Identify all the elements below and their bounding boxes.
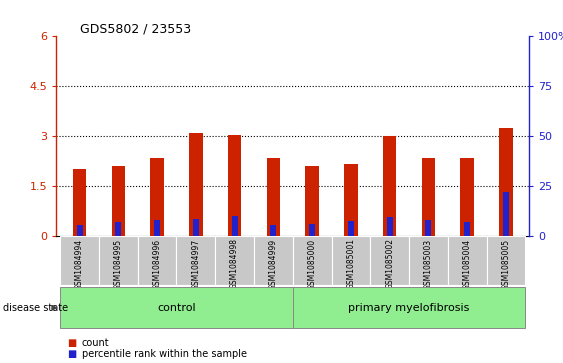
Bar xyxy=(370,236,409,285)
Bar xyxy=(503,192,509,236)
Text: GSM1084994: GSM1084994 xyxy=(75,238,84,290)
Bar xyxy=(464,222,470,236)
Bar xyxy=(332,236,370,285)
Bar xyxy=(254,236,293,285)
Bar xyxy=(344,164,358,236)
Bar xyxy=(293,287,525,328)
Text: percentile rank within the sample: percentile rank within the sample xyxy=(82,349,247,359)
Bar xyxy=(461,158,474,236)
Text: GSM1085005: GSM1085005 xyxy=(502,238,511,290)
Bar xyxy=(228,135,242,236)
Text: GSM1084999: GSM1084999 xyxy=(269,238,278,290)
Text: GSM1085002: GSM1085002 xyxy=(385,238,394,289)
Bar xyxy=(383,136,396,236)
Text: control: control xyxy=(157,303,196,313)
Bar xyxy=(60,287,293,328)
Bar xyxy=(309,224,315,236)
Bar xyxy=(154,220,160,236)
Bar xyxy=(293,236,332,285)
Bar xyxy=(215,236,254,285)
Text: GSM1084996: GSM1084996 xyxy=(153,238,162,290)
Text: primary myelofibrosis: primary myelofibrosis xyxy=(348,303,470,313)
Bar xyxy=(115,222,122,236)
Bar xyxy=(231,216,238,236)
Bar xyxy=(111,166,125,236)
Bar xyxy=(305,166,319,236)
Bar xyxy=(150,158,164,236)
Text: disease state: disease state xyxy=(3,303,68,313)
Bar xyxy=(193,219,199,236)
Text: ■: ■ xyxy=(68,338,77,348)
Bar xyxy=(499,128,513,236)
Text: GSM1084998: GSM1084998 xyxy=(230,238,239,289)
Text: GSM1085000: GSM1085000 xyxy=(307,238,316,290)
Text: ■: ■ xyxy=(68,349,77,359)
Bar xyxy=(60,236,99,285)
Text: GSM1084995: GSM1084995 xyxy=(114,238,123,290)
Bar xyxy=(409,236,448,285)
Bar xyxy=(99,236,138,285)
Bar xyxy=(267,158,280,236)
Bar xyxy=(189,134,203,236)
Bar xyxy=(73,170,86,236)
Bar xyxy=(486,236,525,285)
Text: GSM1085001: GSM1085001 xyxy=(346,238,355,289)
Bar xyxy=(426,220,431,236)
Text: GDS5802 / 23553: GDS5802 / 23553 xyxy=(80,22,191,35)
Text: GSM1085003: GSM1085003 xyxy=(424,238,433,290)
Bar xyxy=(348,221,354,236)
Bar xyxy=(77,225,83,236)
Bar xyxy=(448,236,486,285)
Text: count: count xyxy=(82,338,109,348)
Bar xyxy=(176,236,215,285)
Bar xyxy=(270,225,276,236)
Text: GSM1084997: GSM1084997 xyxy=(191,238,200,290)
Bar xyxy=(422,158,435,236)
Bar xyxy=(387,217,393,236)
Text: GSM1085004: GSM1085004 xyxy=(463,238,472,290)
Bar xyxy=(138,236,176,285)
